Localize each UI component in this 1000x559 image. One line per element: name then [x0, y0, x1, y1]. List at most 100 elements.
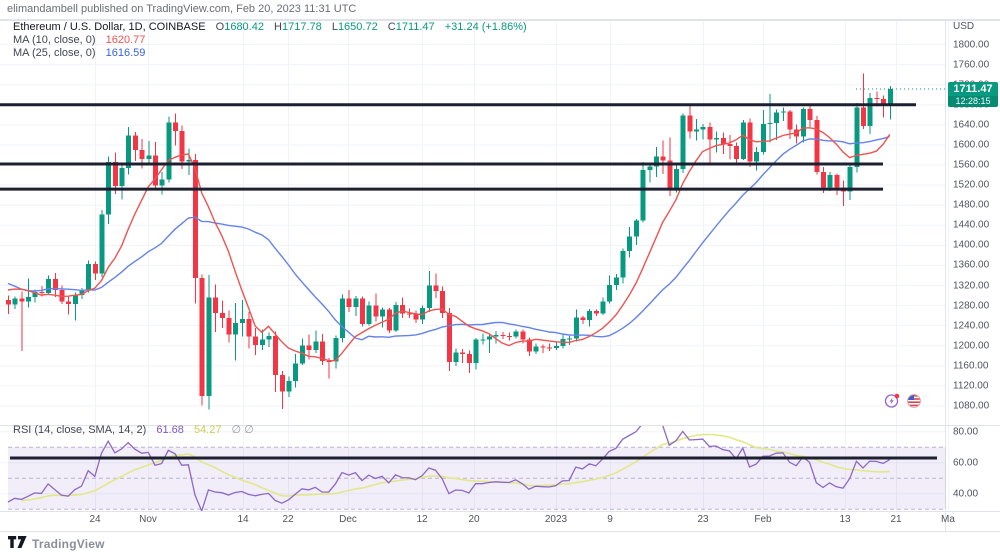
candle[interactable] — [346, 290, 352, 313]
candle[interactable] — [193, 153, 199, 304]
candle[interactable] — [774, 109, 780, 140]
candle[interactable] — [593, 309, 599, 317]
candle[interactable] — [734, 142, 740, 164]
candle[interactable] — [219, 300, 225, 329]
candle[interactable] — [600, 297, 606, 316]
candle[interactable] — [126, 126, 132, 175]
us-flag-icon[interactable] — [906, 393, 922, 414]
candle[interactable] — [6, 295, 11, 315]
candle[interactable] — [259, 329, 265, 350]
candle[interactable] — [340, 294, 345, 343]
candle[interactable] — [26, 278, 32, 308]
candle[interactable] — [400, 297, 406, 319]
candle[interactable] — [460, 348, 466, 363]
candle[interactable] — [112, 152, 118, 195]
candle[interactable] — [52, 272, 58, 298]
candle[interactable] — [800, 107, 806, 143]
candle[interactable] — [286, 376, 292, 397]
candle[interactable] — [353, 296, 359, 317]
candle[interactable] — [226, 310, 232, 343]
candle[interactable] — [206, 274, 212, 410]
candle[interactable] — [279, 370, 285, 410]
candle[interactable] — [767, 93, 773, 143]
candle[interactable] — [273, 331, 279, 392]
candle[interactable] — [32, 289, 38, 303]
rsi-hidden-values-icon[interactable]: ∅ ∅ — [231, 424, 254, 436]
candle[interactable] — [834, 173, 840, 196]
candle[interactable] — [173, 113, 178, 146]
candle[interactable] — [453, 348, 459, 366]
candle[interactable] — [881, 95, 887, 118]
candle[interactable] — [500, 332, 506, 340]
candle[interactable] — [386, 308, 392, 334]
candle[interactable] — [580, 316, 586, 325]
candle[interactable] — [333, 335, 339, 369]
candle[interactable] — [480, 333, 486, 345]
candle[interactable] — [720, 132, 726, 154]
candle[interactable] — [366, 301, 372, 326]
candle[interactable] — [660, 140, 666, 175]
candle[interactable] — [667, 137, 673, 197]
candle[interactable] — [433, 273, 439, 299]
candle[interactable] — [319, 334, 325, 365]
candle[interactable] — [740, 119, 746, 161]
candle[interactable] — [92, 261, 98, 280]
lightning-boost-icon[interactable] — [884, 393, 900, 414]
candle[interactable] — [714, 131, 720, 153]
candle[interactable] — [587, 309, 593, 327]
candle[interactable] — [473, 338, 479, 370]
tradingview-footer[interactable]: TradingView — [8, 535, 105, 553]
candle[interactable] — [547, 343, 553, 351]
candle[interactable] — [19, 291, 25, 351]
candle[interactable] — [152, 141, 158, 191]
candle[interactable] — [413, 310, 419, 324]
candle[interactable] — [727, 134, 733, 160]
candle[interactable] — [807, 105, 813, 127]
candle[interactable] — [607, 275, 613, 304]
candle[interactable] — [493, 331, 499, 344]
candle[interactable] — [440, 286, 446, 319]
candle[interactable] — [533, 343, 539, 354]
ma10-legend-row[interactable]: MA (10, close, 0) 1620.77 — [13, 34, 145, 46]
candle[interactable] — [540, 344, 546, 353]
candle[interactable] — [854, 102, 860, 173]
candle[interactable] — [694, 118, 700, 141]
candle[interactable] — [513, 329, 519, 339]
candle[interactable] — [360, 296, 366, 327]
candle[interactable] — [313, 330, 319, 353]
candle[interactable] — [166, 116, 172, 183]
symbol-legend-row[interactable]: Ethereum / U.S. Dollar, 1D, COINBASE O16… — [13, 21, 527, 33]
candle[interactable] — [253, 328, 259, 355]
ma25-legend-row[interactable]: MA (25, close, 0) 1616.59 — [13, 47, 145, 59]
candle[interactable] — [613, 273, 619, 291]
candle[interactable] — [627, 226, 633, 258]
candle[interactable] — [687, 105, 693, 139]
candle[interactable] — [199, 274, 205, 406]
candle[interactable] — [867, 92, 873, 134]
candle[interactable] — [446, 308, 452, 371]
candle[interactable] — [747, 118, 753, 168]
candle[interactable] — [760, 109, 766, 155]
candle[interactable] — [847, 164, 853, 201]
candle[interactable] — [754, 146, 760, 171]
candle[interactable] — [640, 162, 646, 223]
candle[interactable] — [239, 300, 245, 337]
candle[interactable] — [466, 350, 472, 373]
candle[interactable] — [46, 275, 52, 295]
candle[interactable] — [653, 146, 659, 178]
candle[interactable] — [72, 292, 78, 321]
candle[interactable] — [861, 73, 867, 129]
candle[interactable] — [567, 336, 573, 345]
candle[interactable] — [266, 332, 272, 347]
candle[interactable] — [573, 309, 579, 342]
candle[interactable] — [299, 338, 305, 365]
candle[interactable] — [647, 163, 653, 183]
candle[interactable] — [700, 123, 706, 140]
candle[interactable] — [620, 248, 626, 284]
candle[interactable] — [393, 302, 399, 333]
candle[interactable] — [213, 284, 219, 333]
candle[interactable] — [132, 131, 138, 162]
candle[interactable] — [814, 115, 820, 175]
candle[interactable] — [159, 172, 165, 195]
